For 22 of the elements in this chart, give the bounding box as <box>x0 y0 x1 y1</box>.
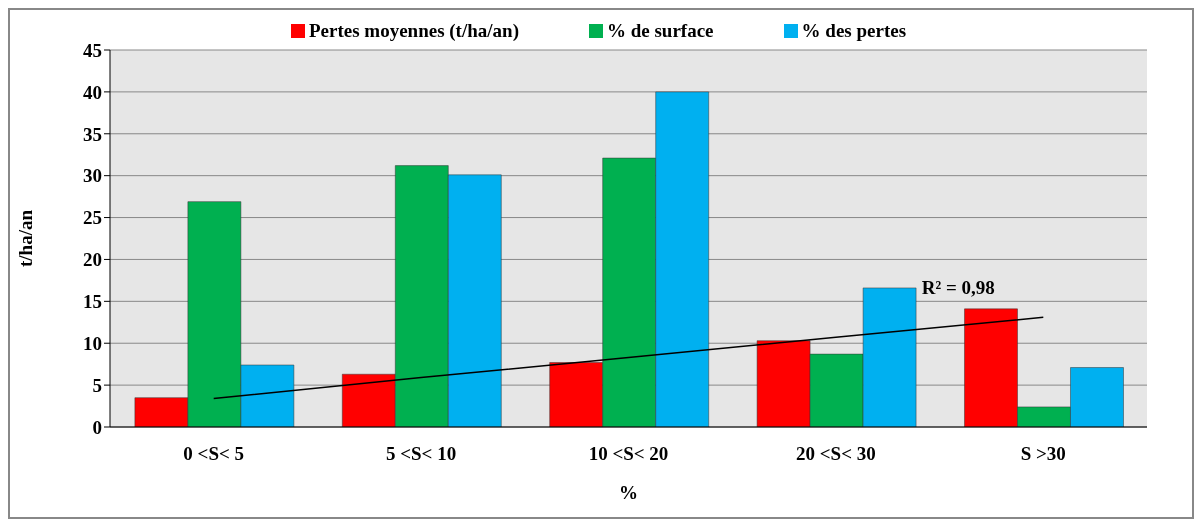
legend-label: Pertes moyennes (t/ha/an) <box>308 20 519 42</box>
x-tick-label: S >30 <box>1020 443 1066 465</box>
x-tick-label: 20 <S< 30 <box>796 443 876 465</box>
annotation: R² = 0,98 <box>921 277 995 298</box>
y-tick-label: 25 <box>83 207 102 229</box>
y-tick-label: 20 <box>83 249 102 271</box>
legend-label: % des pertes <box>801 20 907 42</box>
y-tick-label: 40 <box>83 81 102 103</box>
x-tick-label: 5 <S< 10 <box>385 443 457 465</box>
y-tick-label: 10 <box>83 332 102 354</box>
y-tick-label: 15 <box>83 291 102 313</box>
y-tick-label: 0 <box>92 416 102 438</box>
y-tick-label: 5 <box>92 374 102 396</box>
y-tick-label: 30 <box>83 165 102 187</box>
y-axis-title: t/ha/an <box>14 209 36 268</box>
x-tick-label: 10 <S< 20 <box>588 443 669 465</box>
x-tick-label: 0 <S< 5 <box>183 443 245 465</box>
legend-label: % de surface <box>606 20 714 42</box>
y-tick-label: 45 <box>83 39 102 61</box>
line-series <box>212 316 1045 400</box>
y-tick-label: 35 <box>83 123 102 145</box>
x-axis-title: % <box>619 482 638 503</box>
